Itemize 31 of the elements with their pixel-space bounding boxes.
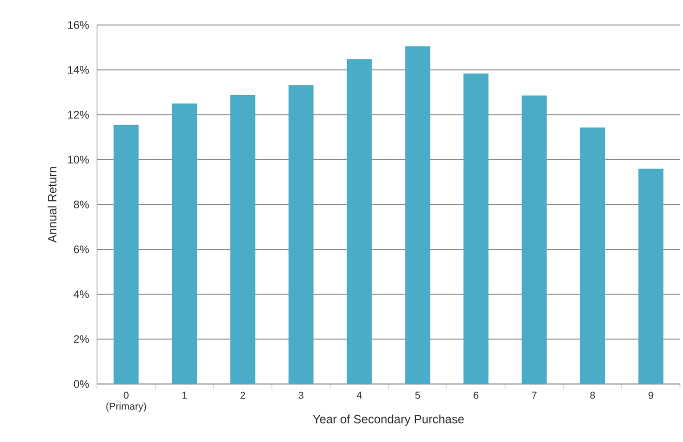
bar [522,95,547,384]
x-axis-title: Year of Secondary Purchase [312,414,464,426]
y-tick-label: 8% [74,200,89,208]
x-tick-label: 3 [298,392,304,399]
bar [638,168,664,384]
y-tick-label: 4% [74,290,89,298]
bar [230,94,256,384]
x-tick-label: 4 [356,392,362,399]
x-tick-label: 6 [474,392,478,399]
x-tick-label: 2 [240,392,246,399]
bar [288,85,314,384]
bar [463,73,488,384]
bar [405,46,430,384]
y-axis-title: Annual Return [48,167,56,243]
y-tick-label: 14% [68,66,89,74]
bar [172,104,197,384]
x-tick-label: 0 (Primary) [106,392,146,412]
y-tick-label: 2% [74,335,89,343]
x-tick-label: 9 [648,392,654,399]
x-tick-label: 5 [415,392,420,399]
bar [114,124,139,384]
y-tick-label: 10% [68,156,89,164]
y-tick-label: 0% [74,380,89,388]
bar [346,59,372,384]
y-tick-label: 16% [68,21,89,29]
y-tick-label: 6% [74,245,89,254]
bar [580,128,606,384]
x-tick-label: 1 [182,392,187,399]
x-tick-label: 8 [590,392,595,399]
y-tick-label: 12% [68,110,89,119]
x-tick-label: 7 [532,392,537,399]
